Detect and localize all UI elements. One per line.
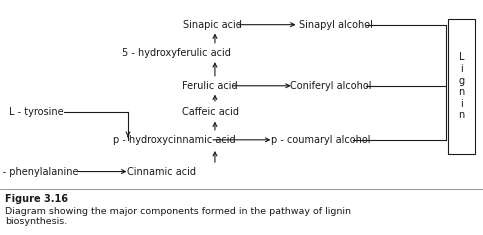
Text: Sinapic acid: Sinapic acid [183, 20, 242, 30]
Text: L - tyrosine: L - tyrosine [9, 107, 64, 117]
Text: 5 - hydroxyferulic acid: 5 - hydroxyferulic acid [122, 48, 231, 58]
Text: Sinapyl alcohol: Sinapyl alcohol [299, 20, 372, 30]
Text: Cinnamic acid: Cinnamic acid [128, 167, 196, 176]
Bar [448, 19, 475, 154]
Text: Caffeic acid: Caffeic acid [182, 107, 239, 117]
Text: Diagram showing the major components formed in the pathway of lignin
biosynthesi: Diagram showing the major components for… [5, 207, 351, 226]
Text: L
i
g
n
i
n: L i g n i n [458, 52, 465, 120]
Text: L - phenylalanine: L - phenylalanine [0, 167, 78, 176]
Text: p - hydroxycinnamic acid: p - hydroxycinnamic acid [113, 135, 235, 145]
Text: Coniferyl alcohol: Coniferyl alcohol [290, 81, 371, 91]
Text: p - coumaryl alcohol: p - coumaryl alcohol [271, 135, 371, 145]
Text: Ferulic acid: Ferulic acid [182, 81, 238, 91]
Text: Figure 3.16: Figure 3.16 [5, 194, 68, 204]
